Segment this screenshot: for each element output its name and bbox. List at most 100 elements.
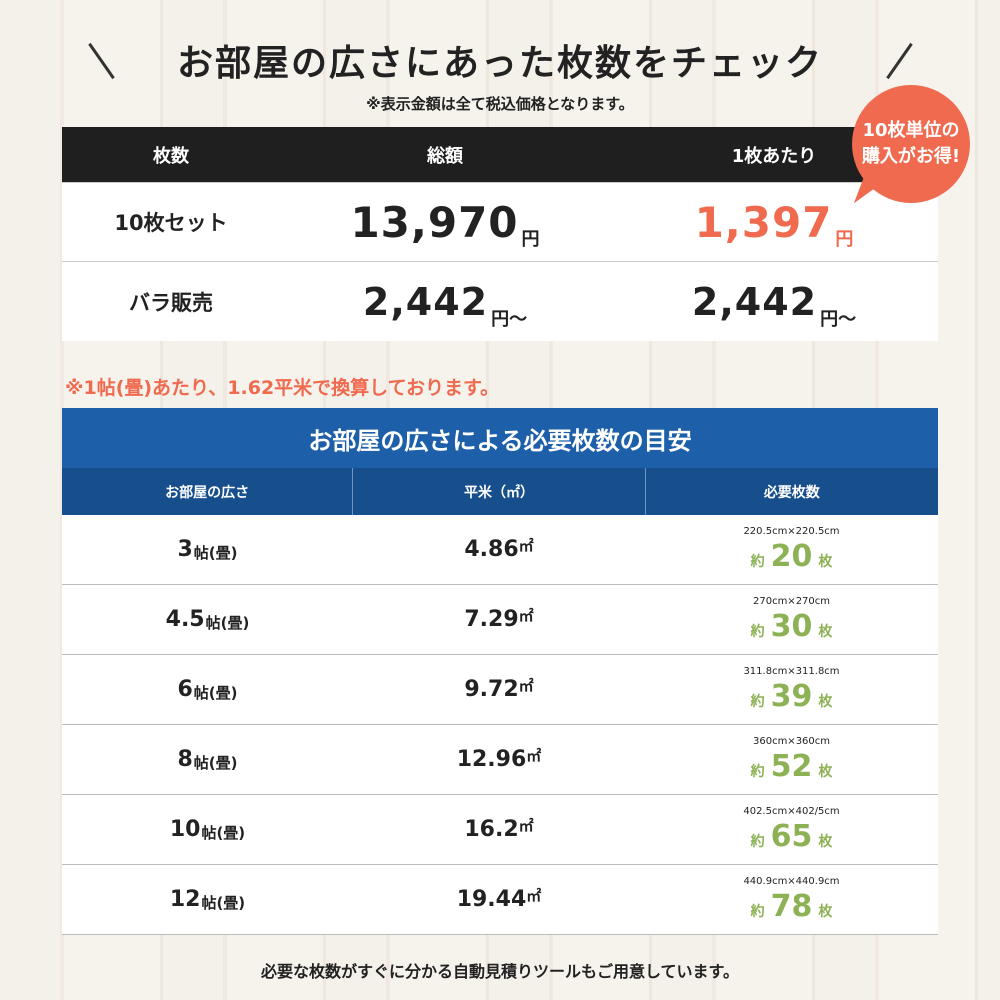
count-cell: 270cm×270cm 約 30 枚 — [645, 585, 938, 654]
count-number: 52 — [770, 748, 813, 784]
area-cell: 16.2 ㎡ — [353, 795, 645, 864]
price-unit: 円〜 — [820, 309, 857, 330]
count-number: 20 — [770, 538, 813, 574]
count-line: 約 52 枚 — [751, 749, 833, 784]
count-number: 30 — [770, 608, 813, 644]
count-cell: 311.8cm×311.8cm 約 39 枚 — [645, 655, 938, 724]
size-number: 4.5 — [165, 607, 205, 632]
size-header: お部屋の広さ 平米（㎡） 必要枚数 — [62, 468, 938, 515]
count-cell: 360cm×360cm 約 52 枚 — [645, 725, 938, 794]
size-number: 12 — [169, 887, 201, 912]
area-unit: ㎡ — [518, 677, 534, 695]
per-cell: 1,397 円 — [610, 183, 938, 261]
area-number: 9.72 — [464, 677, 519, 702]
area-cell: 7.29 ㎡ — [353, 585, 645, 654]
count-line: 約 30 枚 — [751, 609, 833, 644]
size-unit: 帖(畳) — [201, 894, 246, 912]
count-number: 39 — [770, 678, 813, 714]
size-number: 3 — [177, 537, 193, 562]
count-line: 約 20 枚 — [751, 539, 833, 574]
price-table: 枚数 総額 1枚あたり 10枚セット 13,970 円 1,397 円バラ販売 2,442… — [62, 127, 938, 341]
count-number: 65 — [770, 818, 813, 854]
count-cell: 220.5cm×220.5cm 約 20 枚 — [645, 515, 938, 584]
size-row: 4.5 帖(畳) 7.29 ㎡ 270cm×270cm 約 30 枚 — [62, 585, 938, 655]
dimensions: 270cm×270cm — [752, 595, 831, 607]
per-price: 1,397 — [694, 197, 833, 247]
size-row: 10 帖(畳) 16.2 ㎡ 402.5cm×402/5cm 約 65 枚 — [62, 795, 938, 865]
count-cell: 402.5cm×402/5cm 約 65 枚 — [645, 795, 938, 864]
price-row: 10枚セット 13,970 円 1,397 円 — [62, 182, 938, 261]
column-header: 枚数 — [153, 145, 189, 167]
total-cell: 2,442 円〜 — [280, 262, 610, 341]
count-unit: 枚 — [818, 903, 833, 920]
per-cell: 2,442 円〜 — [610, 262, 938, 341]
count-number: 78 — [770, 888, 813, 924]
size-number: 10 — [169, 817, 201, 842]
count-line: 約 39 枚 — [751, 679, 833, 714]
column-header: お部屋の広さ — [62, 468, 354, 515]
dimensions: 402.5cm×402/5cm — [743, 805, 840, 817]
count-line: 約 78 枚 — [751, 889, 833, 924]
price-header: 枚数 総額 1枚あたり — [62, 127, 938, 182]
conversion-note: ※1帖(畳)あたり、1.62平米で換算しております。 — [65, 377, 500, 399]
dimensions: 220.5cm×220.5cm — [743, 525, 840, 537]
dimensions: 311.8cm×311.8cm — [743, 665, 840, 677]
size-cell: 10 帖(畳) — [62, 795, 353, 864]
approx: 約 — [750, 903, 765, 920]
area-unit: ㎡ — [526, 747, 542, 765]
size-number: 8 — [177, 747, 193, 772]
area-unit: ㎡ — [518, 817, 534, 835]
total-price: 2,442 — [362, 279, 489, 324]
price-unit: 円 — [835, 229, 854, 250]
size-table: お部屋の広さによる必要枚数の目安 お部屋の広さ 平米（㎡） 必要枚数 3 帖(畳)… — [62, 408, 938, 935]
badge-line: 購入がお得! — [861, 146, 961, 167]
approx: 約 — [750, 553, 765, 570]
tax-note: ※表示金額は全て税込価格となります。 — [366, 95, 634, 113]
total-price: 13,970 — [350, 197, 519, 247]
per-price: 2,442 — [691, 279, 818, 324]
row-label: 10枚セット — [114, 211, 228, 235]
count-unit: 枚 — [818, 553, 833, 570]
size-unit: 帖(畳) — [205, 614, 250, 632]
size-number: 6 — [177, 677, 193, 702]
badge: 10枚単位の 購入がお得! — [852, 85, 970, 203]
price-unit: 円 — [521, 229, 540, 250]
area-number: 16.2 — [464, 817, 519, 842]
column-header: 1枚あたり — [731, 145, 817, 167]
column-header: 平米（㎡） — [353, 468, 646, 515]
count-unit: 枚 — [818, 763, 833, 780]
price-row: バラ販売 2,442 円〜 2,442 円〜 — [62, 261, 938, 341]
area-number: 19.44 — [456, 887, 527, 912]
area-cell: 4.86 ㎡ — [353, 515, 645, 584]
row-label: バラ販売 — [129, 290, 213, 315]
count-unit: 枚 — [818, 693, 833, 710]
approx: 約 — [750, 763, 765, 780]
approx: 約 — [750, 833, 765, 850]
badge-line: 10枚単位の — [862, 119, 960, 141]
size-row: 6 帖(畳) 9.72 ㎡ 311.8cm×311.8cm 約 39 枚 — [62, 655, 938, 725]
column-header: 必要枚数 — [763, 484, 820, 501]
footer-note: 必要な枚数がすぐに分かる自動見積りツールもご用意しています。 — [261, 962, 739, 981]
area-unit: ㎡ — [518, 537, 534, 555]
dimensions: 360cm×360cm — [752, 735, 831, 747]
area-cell: 9.72 ㎡ — [353, 655, 645, 724]
area-cell: 12.96 ㎡ — [353, 725, 645, 794]
area-number: 4.86 — [464, 537, 519, 562]
total-cell: 13,970 円 — [280, 183, 610, 261]
size-unit: 帖(畳) — [201, 824, 246, 842]
area-unit: ㎡ — [526, 887, 542, 905]
size-cell: 12 帖(畳) — [62, 865, 353, 934]
size-cell: 8 帖(畳) — [62, 725, 353, 794]
dimensions: 440.9cm×440.9cm — [743, 875, 840, 887]
page-title: お部屋の広さにあった枚数をチェック — [176, 43, 823, 84]
size-unit: 帖(畳) — [193, 754, 238, 772]
area-unit: ㎡ — [518, 607, 534, 625]
count-cell: 440.9cm×440.9cm 約 78 枚 — [645, 865, 938, 934]
size-unit: 帖(畳) — [193, 544, 238, 562]
area-number: 12.96 — [456, 747, 527, 772]
count-unit: 枚 — [818, 623, 833, 640]
area-cell: 19.44 ㎡ — [353, 865, 645, 934]
count-line: 約 65 枚 — [751, 819, 833, 854]
size-cell: 4.5 帖(畳) — [62, 585, 353, 654]
